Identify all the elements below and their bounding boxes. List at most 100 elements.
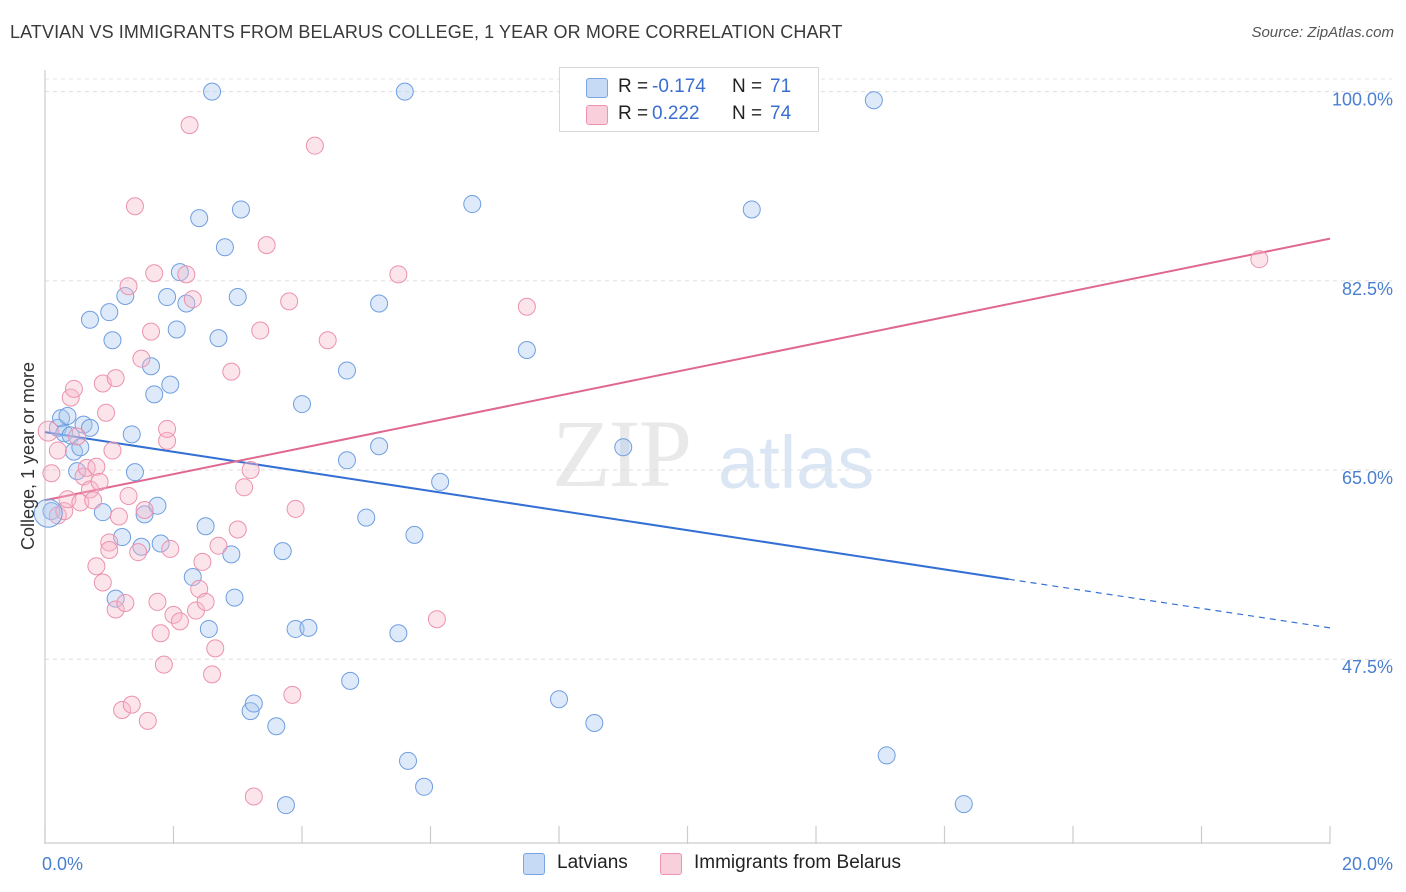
latvian-point bbox=[183, 568, 202, 587]
belarus-point bbox=[148, 592, 167, 611]
belarus-point bbox=[183, 290, 202, 309]
belarus-trend-line bbox=[44, 237, 1331, 502]
belarus-point bbox=[305, 136, 324, 155]
latvian-point bbox=[244, 694, 263, 713]
latvian-point bbox=[71, 438, 90, 457]
latvian-point bbox=[228, 288, 247, 307]
latvian-point bbox=[357, 508, 376, 527]
latvian-point bbox=[209, 329, 228, 348]
latvian-point bbox=[405, 525, 424, 544]
latvian-point bbox=[389, 624, 408, 643]
latvian-point bbox=[151, 534, 170, 553]
legend-n-value: 74 bbox=[770, 103, 792, 124]
belarus-point bbox=[90, 472, 109, 491]
latvian-point bbox=[80, 310, 99, 329]
belarus-point bbox=[170, 612, 189, 631]
belarus-point bbox=[55, 502, 74, 521]
grid-lines bbox=[45, 78, 1392, 660]
belarus-point bbox=[100, 541, 119, 560]
latvian-point bbox=[286, 619, 305, 638]
belarus-point bbox=[164, 605, 183, 624]
belarus-point bbox=[103, 441, 122, 460]
belarus-point bbox=[97, 403, 116, 422]
latvian-point bbox=[550, 690, 568, 709]
belarus-point bbox=[228, 520, 247, 539]
x-tick-label: 20.0% bbox=[1342, 854, 1393, 874]
series-legend-label: Immigrants from Belarus bbox=[694, 852, 901, 873]
latvian-point bbox=[135, 505, 154, 524]
latvian-point bbox=[370, 294, 389, 313]
belarus-point bbox=[177, 265, 196, 284]
belarus-point bbox=[138, 711, 157, 730]
belarus-point bbox=[119, 277, 138, 296]
legend-swatch-belarus bbox=[586, 105, 608, 125]
latvian-trend-line bbox=[44, 431, 1009, 581]
latvian-point bbox=[395, 82, 414, 101]
latvian-point bbox=[231, 200, 250, 219]
latvian-point bbox=[100, 303, 119, 322]
latvian-point bbox=[225, 588, 244, 607]
series-legend-label: Latvians bbox=[557, 852, 628, 873]
belarus-point bbox=[154, 655, 173, 674]
latvian-point bbox=[517, 341, 536, 360]
belarus-point bbox=[42, 464, 61, 483]
belarus-point bbox=[235, 478, 254, 497]
belarus-point bbox=[113, 701, 132, 720]
latvian-point bbox=[276, 796, 295, 815]
latvian-point bbox=[196, 517, 215, 536]
chart-title: LATVIAN VS IMMIGRANTS FROM BELARUS COLLE… bbox=[10, 22, 843, 42]
latvian-point bbox=[58, 406, 77, 425]
series-swatch-latvians bbox=[523, 853, 545, 875]
latvian-point bbox=[415, 777, 434, 796]
belarus-point bbox=[122, 695, 141, 714]
legend-n-label: N = bbox=[732, 76, 763, 97]
latvian-point bbox=[145, 385, 164, 404]
latvian-point bbox=[337, 361, 356, 380]
watermark-zip: ZIP bbox=[552, 398, 692, 509]
correlation-legend: R = -0.174 N = 71 R = 0.222 N = 74 bbox=[559, 67, 819, 132]
legend-swatch-latvians bbox=[586, 78, 608, 98]
latvian-point bbox=[125, 463, 144, 482]
belarus-point bbox=[251, 321, 270, 340]
legend-r-value: -0.174 bbox=[652, 76, 706, 97]
belarus-point bbox=[286, 499, 305, 518]
latvian-point bbox=[293, 395, 311, 414]
data-points bbox=[33, 82, 1269, 815]
latvian-point bbox=[742, 200, 761, 219]
latvian-point bbox=[222, 545, 241, 564]
source-label: Source: ZipAtlas.com bbox=[1251, 24, 1394, 41]
belarus-point bbox=[64, 379, 83, 398]
watermark-atlas: atlas bbox=[718, 421, 875, 504]
y-tick-label: 82.5% bbox=[1342, 279, 1393, 299]
latvian-point bbox=[52, 409, 71, 428]
latvian-point bbox=[199, 619, 218, 638]
belarus-point bbox=[100, 533, 119, 552]
latvian-point bbox=[142, 357, 161, 376]
latvian-point bbox=[399, 751, 418, 770]
belarus-point bbox=[84, 491, 103, 510]
latvian-point bbox=[203, 82, 222, 101]
latvian-point bbox=[161, 375, 180, 394]
belarus-point bbox=[280, 292, 299, 311]
belarus-point bbox=[93, 573, 112, 592]
legend-n-value: 71 bbox=[770, 76, 792, 97]
legend-r-label: R = bbox=[618, 76, 649, 97]
belarus-point bbox=[161, 539, 180, 558]
latvian-point bbox=[877, 746, 896, 765]
belarus-point bbox=[37, 420, 59, 442]
y-tick-label: 65.0% bbox=[1342, 468, 1393, 488]
latvian-point bbox=[132, 537, 151, 556]
belarus-point bbox=[203, 665, 222, 684]
latvian-point bbox=[190, 209, 209, 228]
latvian-point bbox=[122, 425, 141, 444]
belarus-point bbox=[427, 610, 446, 629]
latvian-point bbox=[864, 91, 883, 110]
belarus-point bbox=[206, 639, 225, 658]
latvian-point bbox=[106, 589, 125, 608]
belarus-point bbox=[158, 419, 177, 438]
belarus-point bbox=[389, 265, 408, 284]
belarus-point bbox=[68, 427, 87, 446]
latvian-point bbox=[614, 438, 633, 457]
legend-r-label: R = bbox=[618, 103, 649, 124]
